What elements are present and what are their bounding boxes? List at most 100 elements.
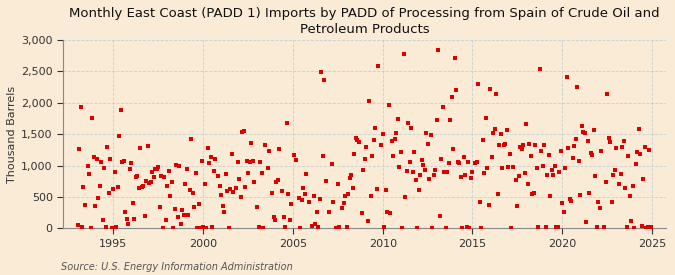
Point xyxy=(157,226,168,230)
Point xyxy=(189,205,200,210)
Point xyxy=(642,225,653,230)
Point xyxy=(456,226,467,230)
Point xyxy=(128,201,138,205)
Point xyxy=(416,158,427,162)
Point xyxy=(103,191,114,195)
Point xyxy=(258,225,269,230)
Point xyxy=(533,225,544,229)
Point xyxy=(503,164,514,169)
Point xyxy=(72,222,83,227)
Point xyxy=(584,191,595,196)
Point xyxy=(105,157,116,161)
Point xyxy=(370,126,381,130)
Point xyxy=(427,226,437,231)
Point xyxy=(524,142,535,147)
Point xyxy=(174,164,185,168)
Point xyxy=(422,142,433,146)
Point xyxy=(644,148,655,152)
Point xyxy=(400,195,410,199)
Point xyxy=(424,177,435,181)
Point xyxy=(560,166,570,171)
Point xyxy=(159,175,169,179)
Point xyxy=(570,137,581,141)
Point xyxy=(487,155,497,159)
Point xyxy=(531,166,542,170)
Point xyxy=(136,185,147,189)
Point xyxy=(590,174,601,178)
Point xyxy=(193,202,204,207)
Point xyxy=(551,225,562,229)
Point xyxy=(622,154,633,158)
Point xyxy=(548,173,559,178)
Point xyxy=(220,172,231,177)
Point xyxy=(115,108,126,112)
Point xyxy=(269,218,280,222)
Point xyxy=(362,219,373,224)
Point xyxy=(135,146,146,151)
Point xyxy=(232,160,243,164)
Point xyxy=(536,149,547,153)
Point xyxy=(434,214,445,218)
Point xyxy=(199,182,210,186)
Point xyxy=(488,131,499,135)
Point xyxy=(237,130,248,134)
Point xyxy=(209,169,219,173)
Point xyxy=(608,173,618,178)
Point xyxy=(84,172,95,176)
Point xyxy=(454,161,464,165)
Point xyxy=(593,200,603,205)
Point xyxy=(435,157,446,161)
Point xyxy=(414,172,425,177)
Point xyxy=(437,104,448,109)
Point xyxy=(541,225,551,229)
Point xyxy=(386,139,397,144)
Point xyxy=(216,192,227,197)
Point xyxy=(556,149,566,154)
Point xyxy=(342,225,352,229)
Point xyxy=(192,226,202,230)
Point xyxy=(479,171,490,175)
Point xyxy=(439,170,450,175)
Point xyxy=(244,160,255,164)
Point xyxy=(615,171,626,176)
Point xyxy=(126,161,137,165)
Point xyxy=(156,174,167,178)
Point xyxy=(102,145,113,149)
Point xyxy=(88,155,99,159)
Point xyxy=(418,163,429,167)
Point xyxy=(95,184,105,188)
Point xyxy=(172,215,183,219)
Point xyxy=(537,163,548,168)
Point xyxy=(614,181,624,186)
Point xyxy=(600,180,611,184)
Point xyxy=(281,121,292,125)
Point xyxy=(226,152,237,156)
Point xyxy=(371,187,382,191)
Point xyxy=(367,154,377,159)
Point xyxy=(346,173,356,177)
Point xyxy=(328,200,339,204)
Point xyxy=(529,190,539,195)
Point xyxy=(494,143,505,147)
Point xyxy=(617,145,628,150)
Point xyxy=(566,199,576,204)
Point xyxy=(165,194,176,198)
Point xyxy=(188,191,198,196)
Point xyxy=(348,186,358,191)
Point xyxy=(130,175,141,179)
Point xyxy=(455,175,466,180)
Point xyxy=(142,144,153,148)
Point xyxy=(446,95,457,100)
Point xyxy=(317,154,328,158)
Point xyxy=(557,201,568,205)
Point xyxy=(407,170,418,175)
Point xyxy=(311,209,322,214)
Point xyxy=(298,186,309,191)
Point xyxy=(461,225,472,229)
Point xyxy=(530,143,541,147)
Point xyxy=(545,194,556,198)
Point xyxy=(433,48,443,52)
Point xyxy=(493,192,504,196)
Point xyxy=(252,205,263,210)
Point xyxy=(645,224,656,229)
